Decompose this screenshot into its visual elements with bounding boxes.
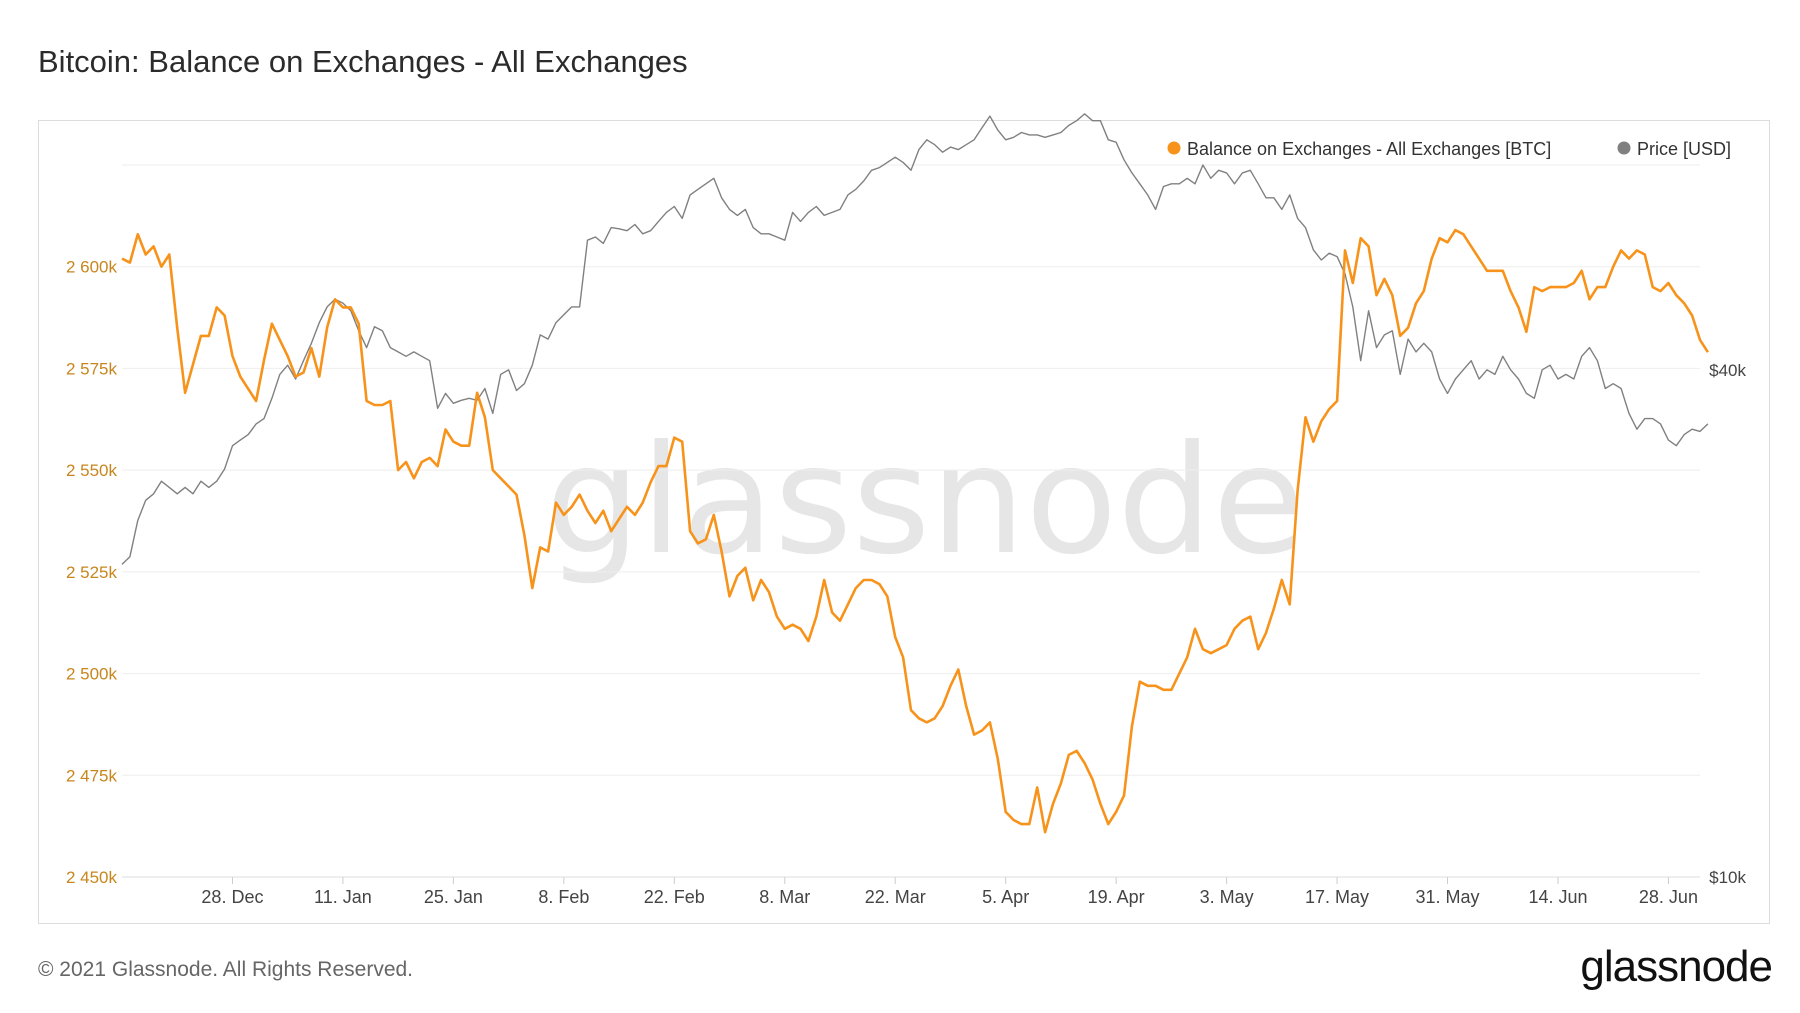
glassnode-logo[interactable]: glassnode <box>1580 942 1773 991</box>
x-tick-label: 31. May <box>1416 887 1480 907</box>
x-tick-label: 3. May <box>1200 887 1254 907</box>
y-left-tick-label: 2 525k <box>66 563 118 582</box>
chart-frame <box>38 120 1770 924</box>
copyright-footer: © 2021 Glassnode. All Rights Reserved. <box>38 958 414 981</box>
y-left-tick-label: 2 600k <box>66 258 118 277</box>
x-tick-label: 8. Feb <box>538 887 589 907</box>
y-left-tick-label: 2 450k <box>66 868 118 887</box>
x-tick-label: 28. Jun <box>1639 887 1698 907</box>
y-axis-right: $10k $40k <box>1709 361 1746 887</box>
x-tick-label: 11. Jan <box>314 887 372 907</box>
legend-price-marker <box>1617 141 1631 155</box>
chart-svg: glassnode 2 450k 2 475k 2 500k 2 525k 2 550k… <box>66 113 1746 907</box>
x-tick-label: 28. Dec <box>201 887 263 907</box>
legend-balance-marker <box>1167 141 1181 155</box>
y-left-tick-label: 2 500k <box>66 665 118 684</box>
x-tick-label: 25. Jan <box>424 887 483 907</box>
y-right-tick-label: $40k <box>1709 361 1746 380</box>
x-tick-label: 14. Jun <box>1528 887 1587 907</box>
chart-title: Bitcoin: Balance on Exchanges - All Exch… <box>38 44 688 79</box>
x-tick-label: 22. Mar <box>865 887 926 907</box>
x-axis: 28. Dec 11. Jan 25. Jan 8. Feb 22. Feb 8. Mar… <box>122 876 1700 907</box>
chart-watermark: glassnode <box>545 414 1304 588</box>
y-left-tick-label: 2 550k <box>66 461 118 480</box>
y-left-tick-label: 2 575k <box>66 359 118 378</box>
price-series-line <box>121 113 1709 565</box>
y-left-tick-label: 2 475k <box>66 766 118 785</box>
legend[interactable]: Balance on Exchanges - All Exchanges [BT… <box>1167 139 1732 159</box>
y-right-tick-label: $10k <box>1709 868 1746 887</box>
x-tick-label: 22. Feb <box>644 887 705 907</box>
legend-price-label: Price [USD] <box>1637 139 1731 159</box>
legend-balance-label: Balance on Exchanges - All Exchanges [BT… <box>1187 139 1551 159</box>
x-tick-label: 8. Mar <box>759 887 810 907</box>
x-tick-label: 19. Apr <box>1088 887 1145 907</box>
x-tick-label: 17. May <box>1305 887 1369 907</box>
x-tick-label: 5. Apr <box>982 887 1029 907</box>
series-layer <box>121 113 1709 834</box>
balance-series-line <box>121 228 1709 834</box>
y-axis-left: 2 450k 2 475k 2 500k 2 525k 2 550k 2 575k 2 60… <box>66 258 118 887</box>
